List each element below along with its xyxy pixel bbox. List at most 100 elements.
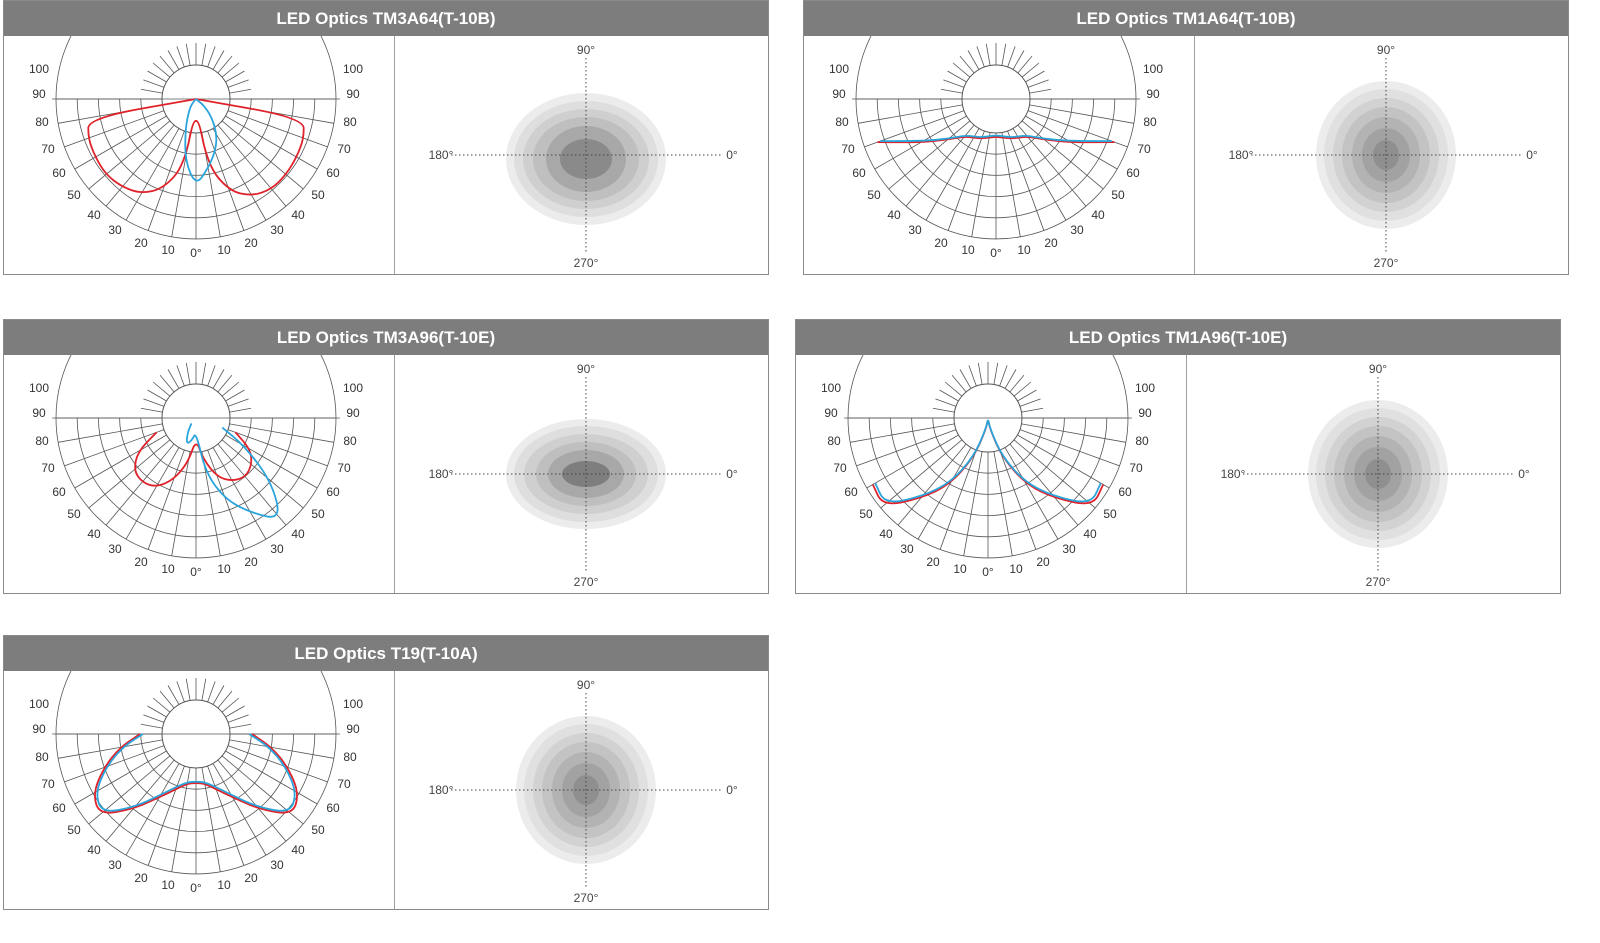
grid-arc (940, 98, 1052, 155)
optics-panel-tm1a64: LED Optics TM1A64(T-10B) 100 90 80 70 60 50 40… (803, 0, 1569, 275)
tick-label: 40 (1083, 527, 1097, 541)
grid-spoke (212, 447, 267, 540)
iso-label-bottom: 270° (574, 891, 599, 905)
grid-tick (1004, 369, 1017, 389)
grid-tick (143, 79, 165, 88)
grid-spoke (229, 423, 334, 443)
grid-spoke (125, 763, 180, 856)
tick-label: 20 (934, 236, 948, 250)
tick-label: 30 (270, 223, 284, 237)
tick-label: 70 (337, 777, 351, 791)
grid-tick (959, 55, 975, 74)
grid-spoke (850, 423, 955, 443)
tick-label: 30 (108, 223, 122, 237)
grid-arc (119, 417, 273, 495)
grid-tick (1025, 70, 1045, 83)
tick-label: 10 (217, 243, 231, 257)
tick-label: 100 (29, 62, 49, 76)
grid-spoke (88, 439, 171, 509)
iso-label-left: 180° (1229, 148, 1254, 162)
tick-label: 80 (827, 434, 841, 448)
grid-tick (985, 43, 991, 66)
grid-spoke (88, 755, 171, 825)
tick-label: 60 (1118, 485, 1132, 499)
tick-label: 20 (134, 555, 148, 569)
tick-label: 90 (32, 406, 46, 420)
grid-tick (167, 369, 180, 389)
grid-spoke (993, 451, 1013, 556)
grid-tick (167, 50, 180, 70)
tick-label: 20 (1044, 236, 1058, 250)
grid-spoke (221, 755, 304, 825)
grid-tick (152, 62, 171, 78)
tick-label: 0° (982, 565, 994, 579)
grid-spoke (64, 745, 165, 783)
panel-title: LED Optics TM1A64(T-10B) (804, 1, 1568, 36)
grid-spoke (58, 423, 163, 443)
tick-label: 40 (887, 208, 901, 222)
series-line (134, 431, 253, 487)
grid-tick (947, 70, 967, 83)
isolux-diagram: 90° 180° 0° 270° (429, 678, 738, 905)
grid-tick (229, 88, 252, 94)
panel-divider (394, 671, 395, 909)
grid-spoke (963, 451, 983, 556)
grid-arc (876, 98, 1116, 219)
grid-arc (932, 417, 1044, 474)
tick-label: 10 (217, 878, 231, 892)
tick-label: 90 (1146, 87, 1160, 101)
grid-tick (140, 88, 163, 94)
grid-spoke (212, 128, 267, 221)
tick-label: 10 (1017, 243, 1031, 257)
grid-arc (76, 417, 316, 538)
tick-label: 20 (134, 871, 148, 885)
tick-label: 10 (161, 562, 175, 576)
grid-spoke (147, 449, 185, 550)
grid-tick (229, 723, 252, 729)
series-line (874, 419, 1102, 503)
grid-spoke (1013, 439, 1096, 509)
grid-arc (890, 417, 1086, 516)
panel-body: 100 90 80 70 60 50 40 30 20 10 0° 10 20 30 40 50 60 70 80 9… (796, 355, 1560, 593)
tick-label: 100 (343, 62, 363, 76)
tick-label: 20 (244, 871, 258, 885)
series-line (87, 98, 305, 196)
tick-label: 20 (1036, 555, 1050, 569)
grid-spoke (225, 750, 318, 805)
tick-label: 50 (1103, 507, 1117, 521)
tick-label: 0° (990, 246, 1002, 260)
tick-label: 80 (343, 750, 357, 764)
grid-tick (201, 362, 207, 385)
tick-label: 60 (1126, 166, 1140, 180)
grid-spoke (217, 443, 287, 526)
tick-label: 30 (270, 858, 284, 872)
grid-tick (229, 407, 252, 413)
grid-tick (159, 55, 175, 74)
panel-title: LED Optics TM1A96(T-10E) (796, 320, 1560, 355)
grid-tick (176, 365, 185, 387)
grid-spoke (858, 104, 963, 124)
grid-spoke (1017, 124, 1087, 207)
grid-spoke (1021, 423, 1126, 443)
isolux-diagram: 90° 180° 0° 270° (1221, 362, 1530, 589)
grid-tick (176, 681, 185, 703)
grid-arc (855, 98, 1137, 240)
grid-tick (143, 714, 165, 723)
tick-label: 90 (832, 87, 846, 101)
iso-label-left: 180° (1221, 467, 1246, 481)
grid-spoke (171, 451, 191, 556)
iso-label-top: 90° (577, 362, 595, 376)
grid-spoke (888, 120, 971, 190)
grid-spoke (1017, 434, 1110, 489)
grid-arc (55, 98, 337, 240)
grid-tick (1021, 407, 1044, 413)
grid-arc (55, 417, 337, 559)
tick-label: 10 (161, 878, 175, 892)
grid-spoke (905, 124, 975, 207)
grid-tick (1001, 43, 1007, 66)
tick-label: 90 (346, 406, 360, 420)
grid-arc (140, 98, 252, 155)
grid-spoke (1019, 429, 1120, 467)
grid-spoke (917, 447, 972, 540)
